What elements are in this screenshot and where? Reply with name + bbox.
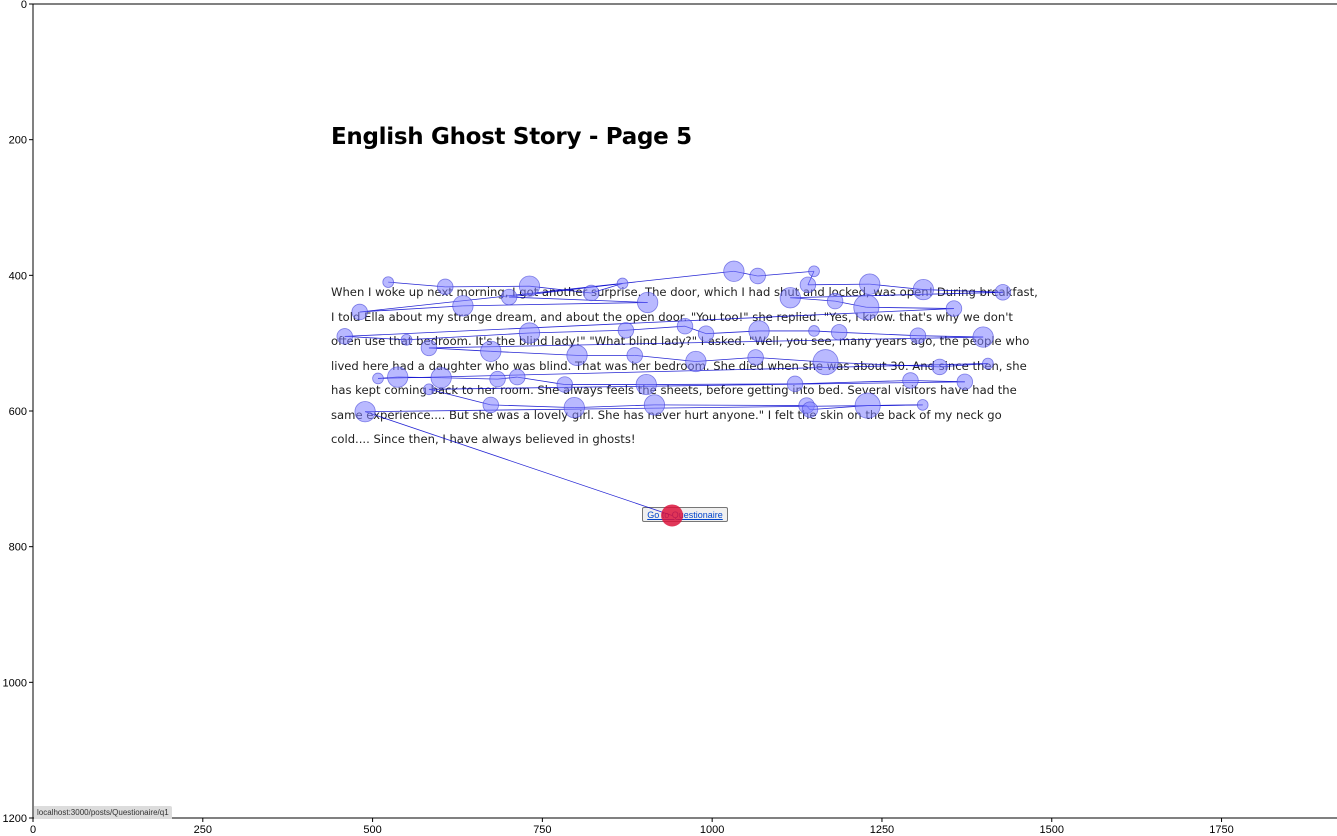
- y-tick-label: 200: [9, 135, 27, 147]
- y-tick-label: 1200: [3, 813, 27, 825]
- story-text: When I woke up next morning, I got anoth…: [331, 285, 1038, 446]
- y-tick-label: 0: [21, 0, 27, 11]
- x-tick-label: 250: [194, 824, 212, 836]
- go-to-questionaire-button[interactable]: Go to Questionaire: [642, 507, 728, 522]
- plot-axes: 0 250 500 750 1000 1250 1500 1750 0 200 400 600 800 1…: [3, 0, 1337, 836]
- status-bar-url: localhost:3000/posts/Questionaire/q1: [34, 806, 172, 819]
- y-tick-label: 400: [9, 270, 27, 282]
- x-tick-label: 750: [533, 824, 551, 836]
- x-tick-label: 1000: [700, 824, 724, 836]
- x-tick-label: 1500: [1040, 824, 1064, 836]
- y-tick-label: 1000: [3, 677, 27, 689]
- y-tick-label: 800: [9, 542, 27, 554]
- y-tick-label: 600: [9, 406, 27, 418]
- x-tick-label: 1250: [870, 824, 894, 836]
- x-tick-label: 500: [363, 824, 381, 836]
- x-tick-label: 0: [30, 824, 36, 836]
- x-tick-label: 1750: [1209, 824, 1233, 836]
- page-title: English Ghost Story - Page 5: [331, 124, 692, 150]
